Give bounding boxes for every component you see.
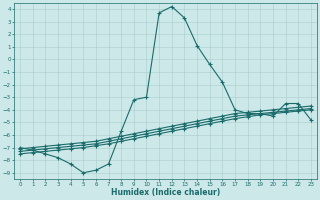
X-axis label: Humidex (Indice chaleur): Humidex (Indice chaleur) — [111, 188, 220, 197]
